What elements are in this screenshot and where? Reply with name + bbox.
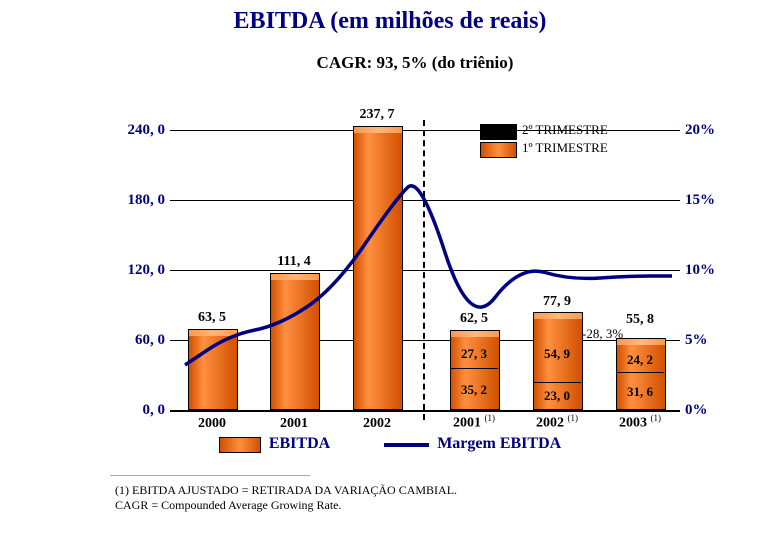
- y-label: 0, 0: [120, 402, 165, 419]
- ebitda-swatch: [219, 437, 261, 453]
- bar-seg: 35, 2: [449, 382, 499, 398]
- y2-label: 10%: [685, 262, 725, 279]
- bar-seg: 31, 6: [615, 384, 665, 400]
- cagr-right: -28, 3%: [582, 326, 623, 342]
- bar-seg: 24, 2: [615, 352, 665, 368]
- bottom-legend: EBITDA Margem EBITDA: [0, 435, 780, 453]
- bar-seg: 23, 0: [532, 388, 582, 404]
- x-label: 2002 (1): [527, 413, 587, 432]
- x-label: 2003 (1): [610, 413, 670, 432]
- y-label: 60, 0: [120, 332, 165, 349]
- y2-label: 5%: [685, 332, 725, 349]
- bar-2002: [353, 131, 403, 410]
- subtitle: CAGR: 93, 5% (do triênio): [50, 53, 780, 73]
- margin-legend-label: Margem EBITDA: [437, 435, 561, 452]
- bar-seg: 27, 3: [449, 346, 499, 362]
- divider: [423, 120, 425, 420]
- bar-2000: [188, 334, 238, 410]
- x-label: 2000: [182, 416, 242, 432]
- y-label: 180, 0: [120, 192, 165, 209]
- bar-2001: [270, 278, 320, 410]
- bar-label: 237, 7: [347, 107, 407, 123]
- y2-label: 15%: [685, 192, 725, 209]
- bar-seg: 54, 9: [532, 346, 582, 362]
- ebitda-legend-label: EBITDA: [269, 435, 330, 452]
- y-label: 240, 0: [120, 122, 165, 139]
- footnote: (1) EBITDA AJUSTADO = RETIRADA DA VARIAÇ…: [115, 483, 457, 513]
- bar-label: 63, 5: [182, 310, 242, 326]
- y-label: 120, 0: [120, 262, 165, 279]
- x-label: 2002: [347, 416, 407, 432]
- footnote-rule: [110, 475, 310, 476]
- page-title: EBITDA (em milhões de reais): [0, 0, 780, 35]
- legend-q2-label: 2º TRIMESTRE: [522, 122, 608, 138]
- plot-area: 0, 0 60, 0 120, 0 180, 0 240, 0 0% 5% 10…: [170, 130, 680, 412]
- legend-q1-swatch: [480, 142, 517, 158]
- chart: 0, 0 60, 0 120, 0 180, 0 240, 0 0% 5% 10…: [120, 120, 690, 420]
- bar-label: 111, 4: [264, 254, 324, 270]
- y2-label: 20%: [685, 122, 725, 139]
- legend-q2-swatch: [480, 124, 517, 140]
- y2-label: 0%: [685, 402, 725, 419]
- x-label: 2001 (1): [444, 413, 504, 432]
- bar-label: 77, 9: [527, 294, 587, 310]
- x-label: 2001: [264, 416, 324, 432]
- legend-q1-label: 1º TRIMESTRE: [522, 140, 608, 156]
- margin-swatch: [384, 443, 429, 447]
- bar-label: 62, 5: [444, 311, 504, 327]
